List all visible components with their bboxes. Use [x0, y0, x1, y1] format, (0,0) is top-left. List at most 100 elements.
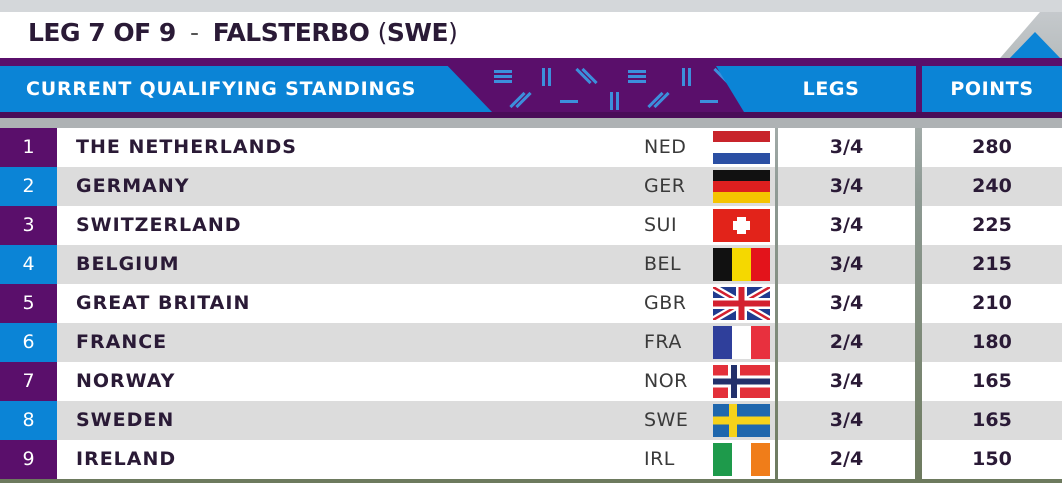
- pattern-mark: [494, 70, 512, 73]
- pattern-mark: [628, 75, 646, 78]
- team-name: SWITZERLAND: [76, 214, 242, 236]
- points-cell: 215: [922, 245, 1062, 284]
- legs-cell: 3/4: [778, 245, 915, 284]
- team-name: SWEDEN: [76, 409, 175, 431]
- norway-flag-icon: [713, 365, 770, 398]
- rank-cell: 9: [0, 440, 57, 479]
- points-cell: 150: [922, 440, 1062, 479]
- team-cell: THE NETHERLANDS NED: [57, 128, 775, 167]
- belgium-flag-icon: [713, 248, 770, 281]
- team-name: FRANCE: [76, 331, 168, 353]
- points-column-header: POINTS: [922, 66, 1062, 112]
- team-name: IRELAND: [76, 448, 177, 470]
- team-name: GERMANY: [76, 175, 190, 197]
- legs-cell: 3/4: [778, 362, 915, 401]
- team-name: NORWAY: [76, 370, 176, 392]
- pattern-mark: [700, 100, 718, 103]
- background-strip: [0, 118, 1062, 128]
- france-flag-icon: [713, 326, 770, 359]
- team-cell: IRELAND IRL: [57, 440, 775, 479]
- team-code: BEL: [644, 253, 682, 275]
- netherlands-flag-icon: [713, 131, 770, 164]
- section-title: CURRENT QUALIFYING STANDINGS: [0, 66, 492, 112]
- points-cell: 225: [922, 206, 1062, 245]
- pattern-mark: [628, 80, 646, 83]
- rank-cell: 5: [0, 284, 57, 323]
- leg-label: LEG 7 OF 9: [28, 18, 176, 47]
- team-name: THE NETHERLANDS: [76, 136, 297, 158]
- legs-cell: 3/4: [778, 401, 915, 440]
- legs-cell: 3/4: [778, 167, 915, 206]
- team-cell: SWEDEN SWE: [57, 401, 775, 440]
- rank-cell: 7: [0, 362, 57, 401]
- points-cell: 280: [922, 128, 1062, 167]
- table-row: 6 FRANCE FRA 2/4 180: [0, 323, 1062, 362]
- decorative-pattern: [480, 62, 770, 114]
- sweden-flag-icon: [713, 404, 770, 437]
- venue-country: SWE: [386, 18, 449, 47]
- team-code: IRL: [644, 448, 675, 470]
- team-code: GER: [644, 175, 686, 197]
- points-cell: 165: [922, 362, 1062, 401]
- pattern-mark: [494, 80, 512, 83]
- table-row: 7 NORWAY NOR 3/4 165: [0, 362, 1062, 401]
- rank-cell: 1: [0, 128, 57, 167]
- pattern-mark: [542, 68, 545, 86]
- pattern-mark: [682, 68, 685, 86]
- team-code: GBR: [644, 292, 687, 314]
- points-cell: 165: [922, 401, 1062, 440]
- team-code: NOR: [644, 370, 688, 392]
- legs-cell: 3/4: [778, 206, 915, 245]
- background-strip: [0, 0, 1062, 12]
- points-cell: 210: [922, 284, 1062, 323]
- rank-cell: 3: [0, 206, 57, 245]
- legs-cell: 3/4: [778, 284, 915, 323]
- rank-cell: 8: [0, 401, 57, 440]
- team-code: SWE: [644, 409, 689, 431]
- team-code: NED: [644, 136, 687, 158]
- pattern-mark: [560, 100, 578, 103]
- team-cell: FRANCE FRA: [57, 323, 775, 362]
- table-row: 8 SWEDEN SWE 3/4 165: [0, 401, 1062, 440]
- title-separator: -: [189, 18, 199, 47]
- points-cell: 180: [922, 323, 1062, 362]
- pattern-mark: [688, 68, 691, 86]
- title-bar: [0, 12, 1040, 60]
- page-title: LEG 7 OF 9 - FALSTERBO (SWE): [28, 18, 458, 52]
- germany-flag-icon: [713, 170, 770, 203]
- switzerland-flag-icon: [713, 209, 770, 242]
- pattern-mark: [616, 92, 619, 110]
- table-row: 4 BELGIUM BEL 3/4 215: [0, 245, 1062, 284]
- pattern-mark: [494, 75, 512, 78]
- table-row: 9 IRELAND IRL 2/4 150: [0, 440, 1062, 479]
- table-row: 1 THE NETHERLANDS NED 3/4 280: [0, 128, 1062, 167]
- team-cell: GERMANY GER: [57, 167, 775, 206]
- team-cell: GREAT BRITAIN GBR: [57, 284, 775, 323]
- rank-cell: 6: [0, 323, 57, 362]
- team-cell: NORWAY NOR: [57, 362, 775, 401]
- rank-cell: 2: [0, 167, 57, 206]
- points-cell: 240: [922, 167, 1062, 206]
- background-strip: [0, 479, 1062, 483]
- legs-cell: 2/4: [778, 440, 915, 479]
- ireland-flag-icon: [713, 443, 770, 476]
- pattern-mark: [610, 92, 613, 110]
- pattern-mark: [628, 70, 646, 73]
- table-row: 3 SWITZERLAND SUI 3/4 225: [0, 206, 1062, 245]
- team-cell: BELGIUM BEL: [57, 245, 775, 284]
- legs-column-header: LEGS: [716, 66, 916, 112]
- pattern-mark: [548, 68, 551, 86]
- venue-name: FALSTERBO: [212, 18, 370, 47]
- legs-cell: 2/4: [778, 323, 915, 362]
- team-code: FRA: [644, 331, 682, 353]
- paren-close: ): [448, 18, 458, 47]
- legs-cell: 3/4: [778, 128, 915, 167]
- table-row: 2 GERMANY GER 3/4 240: [0, 167, 1062, 206]
- team-code: SUI: [644, 214, 678, 236]
- team-name: BELGIUM: [76, 253, 180, 275]
- team-cell: SWITZERLAND SUI: [57, 206, 775, 245]
- paren-open: (: [377, 18, 388, 47]
- header-band-shadow: [0, 112, 1062, 118]
- great-britain-flag-icon: [713, 287, 770, 320]
- table-row: 5 GREAT BRITAIN GBR 3/4 210: [0, 284, 1062, 323]
